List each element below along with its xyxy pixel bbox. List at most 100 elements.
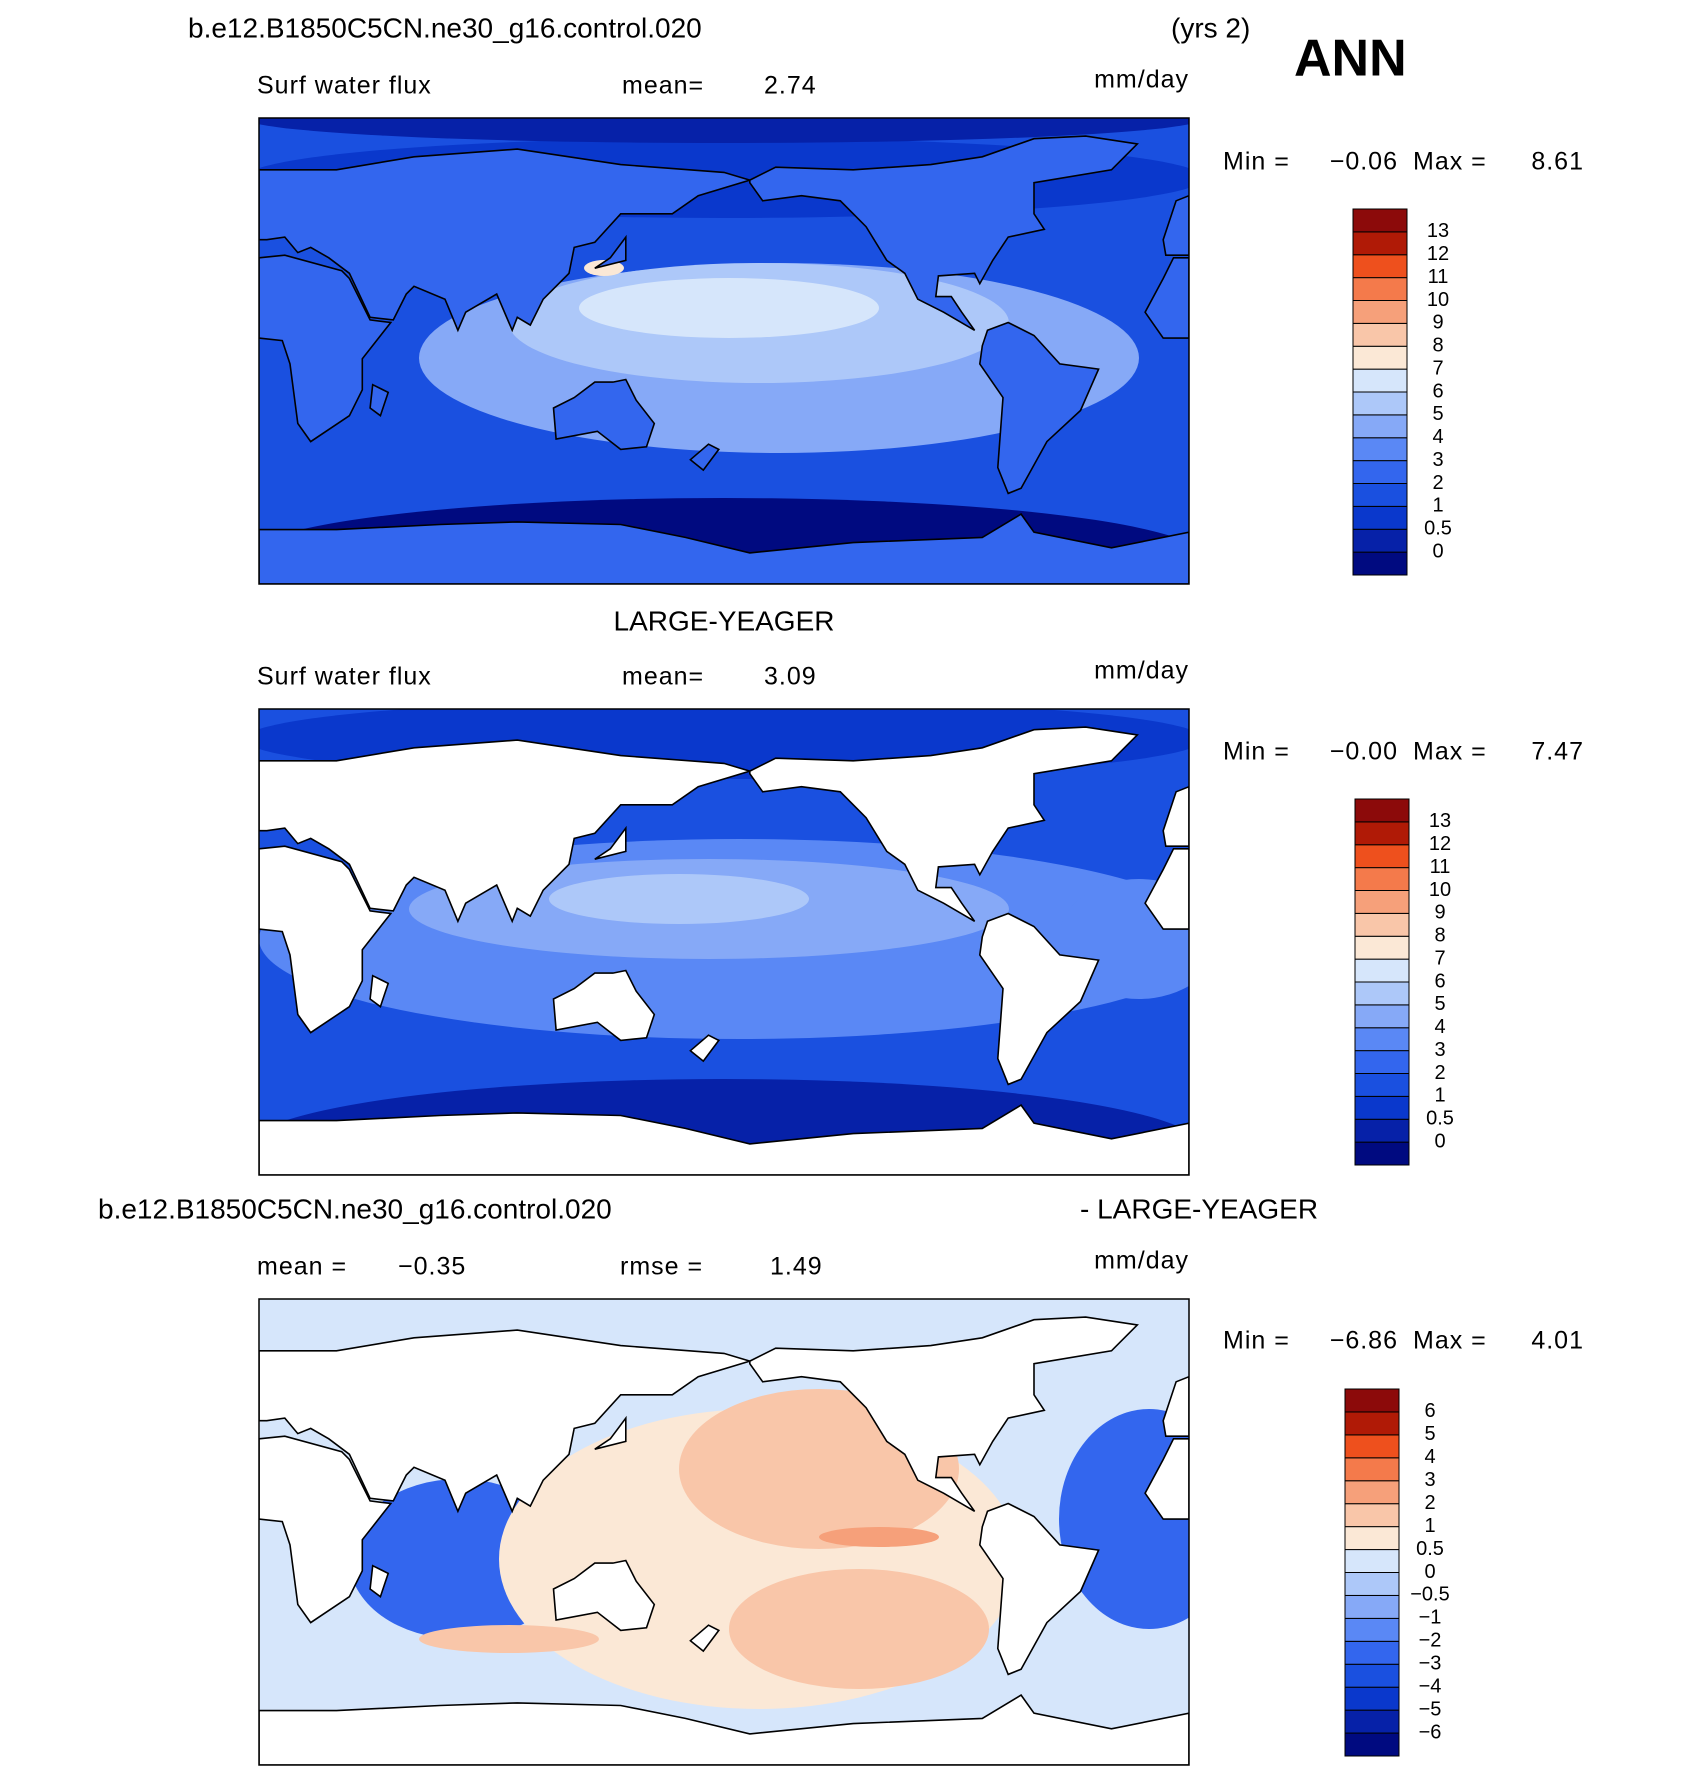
colorbar-swatch: [1344, 1617, 1400, 1642]
colorbar-label: 2: [1434, 1062, 1445, 1084]
colorbar-label: 0: [1434, 1130, 1445, 1152]
colorbar-swatch: [1344, 1732, 1400, 1757]
colorbar-swatch: [1354, 867, 1410, 891]
max-label: Max =: [1413, 148, 1487, 176]
field-contour: [259, 118, 1189, 143]
colorbar-label: 7: [1432, 357, 1443, 379]
colorbar-swatch: [1352, 391, 1408, 416]
coastline: [749, 1316, 1139, 1512]
colorbar-label: 2: [1424, 1492, 1435, 1514]
colorbar-swatch: [1354, 1073, 1410, 1097]
min: −6.86: [1330, 1327, 1398, 1355]
coastline: [978, 1502, 1100, 1676]
colorbar-swatch: [1352, 551, 1408, 576]
colorbar-swatch: [1354, 890, 1410, 914]
colorbar-label: −3: [1419, 1653, 1442, 1675]
colorbar-label: 0: [1432, 540, 1443, 562]
coastline: [594, 1415, 627, 1450]
field-contour: [549, 874, 809, 924]
colorbar-label: 10: [1427, 289, 1449, 311]
colorbar-swatch: [1354, 912, 1410, 937]
mean: 3.09: [764, 663, 817, 691]
mean-label: mean =: [257, 1253, 347, 1281]
coastline: [369, 383, 390, 418]
colorbar-swatch: [1354, 1141, 1410, 1166]
colorbar-label: 2: [1432, 472, 1443, 494]
colorbar-label: 8: [1434, 925, 1445, 947]
colorbar-swatch: [1344, 1526, 1400, 1551]
colorbar-swatch: [1354, 935, 1410, 960]
coastline: [689, 1034, 721, 1063]
field-contour: [1059, 1409, 1189, 1629]
coastline: [594, 825, 627, 860]
colorbar-swatch: [1352, 414, 1408, 439]
colorbar-label: 3: [1424, 1469, 1435, 1491]
min-label: Min =: [1223, 738, 1290, 766]
colorbar-label: 5: [1432, 403, 1443, 425]
rmse-label: rmse =: [620, 1253, 703, 1281]
map-frame: [258, 117, 1190, 585]
min-label: Min =: [1223, 148, 1290, 176]
colorbar-label: 0: [1424, 1561, 1435, 1583]
max-label: Max =: [1413, 1327, 1487, 1355]
min: −0.06: [1330, 148, 1398, 176]
units: mm/day: [1094, 657, 1189, 685]
mean-label: mean=: [622, 72, 704, 100]
field-contour: [729, 1569, 989, 1689]
coastline: [1162, 785, 1189, 847]
colorbar-label: 5: [1434, 993, 1445, 1015]
coastline: [1144, 257, 1189, 339]
colorbar-label: 11: [1428, 266, 1449, 288]
panel-title: LARGE-YEAGER: [614, 605, 835, 636]
max: 7.47: [1531, 738, 1584, 766]
colorbar-label: 0.5: [1426, 1108, 1454, 1130]
colorbar-swatch: [1352, 208, 1408, 233]
min: −0.00: [1330, 738, 1398, 766]
panel-title: - LARGE-YEAGER: [1080, 1193, 1318, 1224]
coastline: [259, 254, 393, 443]
colorbar-label: 1: [1424, 1515, 1435, 1537]
colorbar-swatch: [1354, 1027, 1410, 1052]
map-frame: [258, 1298, 1190, 1766]
colorbar-label: 6: [1424, 1400, 1435, 1422]
colorbar-swatch: [1344, 1388, 1400, 1413]
coastline: [978, 321, 1100, 495]
colorbar-swatch: [1352, 483, 1408, 507]
field-contour: [579, 278, 879, 338]
variable: Surf water flux: [257, 663, 432, 691]
colorbar-swatch: [1344, 1640, 1400, 1665]
colorbar-label: 9: [1432, 312, 1443, 334]
colorbar-swatch: [1352, 254, 1408, 279]
colorbar-swatch: [1344, 1480, 1400, 1505]
colorbar-label: 13: [1427, 220, 1449, 242]
mean: 2.74: [764, 72, 817, 100]
colorbar-label: 4: [1424, 1446, 1435, 1468]
coastline: [1144, 848, 1189, 930]
units: mm/day: [1094, 66, 1189, 94]
colorbar-swatch: [1352, 300, 1408, 324]
colorbar-label: −4: [1419, 1675, 1442, 1697]
coastline: [259, 1329, 753, 1514]
colorbar-swatch: [1352, 345, 1408, 370]
colorbar-swatch: [1344, 1686, 1400, 1711]
coastline: [552, 1559, 656, 1632]
max: 4.01: [1531, 1327, 1584, 1355]
colorbar-label: 3: [1432, 449, 1443, 471]
case-title: b.e12.B1850C5CN.ne30_g16.control.020: [188, 12, 702, 43]
colorbar-label: 12: [1427, 243, 1449, 265]
colorbar-swatch: [1352, 528, 1408, 553]
max-label: Max =: [1413, 738, 1487, 766]
colorbar-swatch: [1344, 1709, 1400, 1734]
colorbar-label: −5: [1419, 1698, 1442, 1720]
colorbar-swatch: [1352, 322, 1408, 347]
colorbar-swatch: [1354, 844, 1410, 869]
colorbar-label: 10: [1429, 879, 1451, 901]
coastline: [259, 148, 753, 333]
colorbar-swatch: [1344, 1457, 1400, 1482]
colorbar-label: 11: [1430, 856, 1451, 878]
map: [259, 709, 1189, 1175]
colorbar-swatch: [1344, 1663, 1400, 1688]
colorbar-label: 9: [1434, 902, 1445, 924]
coastline: [259, 513, 1189, 584]
colorbar-label: 7: [1434, 947, 1445, 969]
